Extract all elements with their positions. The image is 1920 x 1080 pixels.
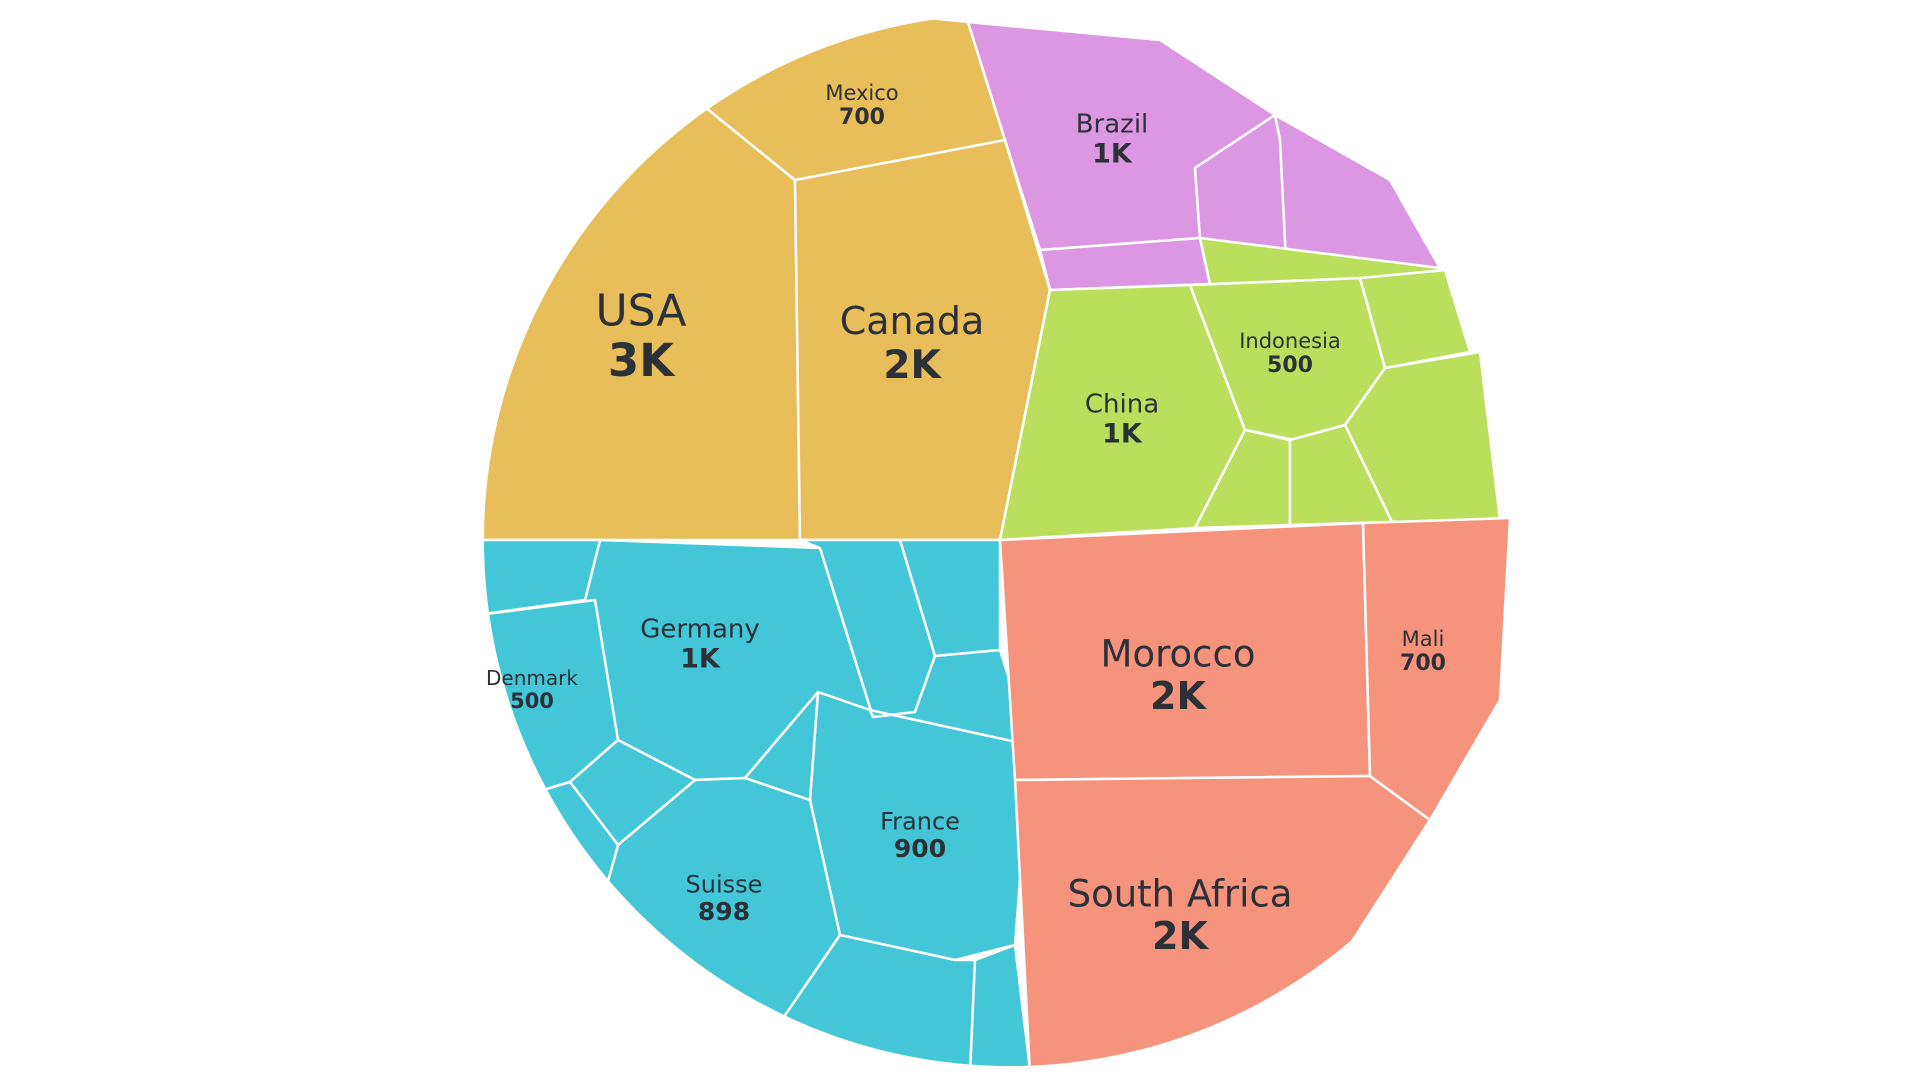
region-africa	[998, 516, 1512, 1075]
cell-south-africa[interactable]	[1013, 774, 1432, 1075]
cell-europe-4[interactable]	[450, 538, 602, 620]
cell-mali[interactable]	[1361, 516, 1512, 822]
region-south-america	[966, 20, 1442, 292]
cell-usa[interactable]	[400, 101, 802, 542]
region-north-america	[400, 14, 1052, 542]
cell-europe-8[interactable]	[743, 690, 820, 802]
cell-europe-12[interactable]	[968, 943, 1032, 1075]
cell-asia-6[interactable]	[1188, 236, 1447, 287]
region-europe	[450, 538, 1032, 1075]
region-asia	[998, 236, 1502, 542]
cell-morocco[interactable]	[998, 521, 1372, 782]
cell-europe-7[interactable]	[868, 648, 1032, 747]
